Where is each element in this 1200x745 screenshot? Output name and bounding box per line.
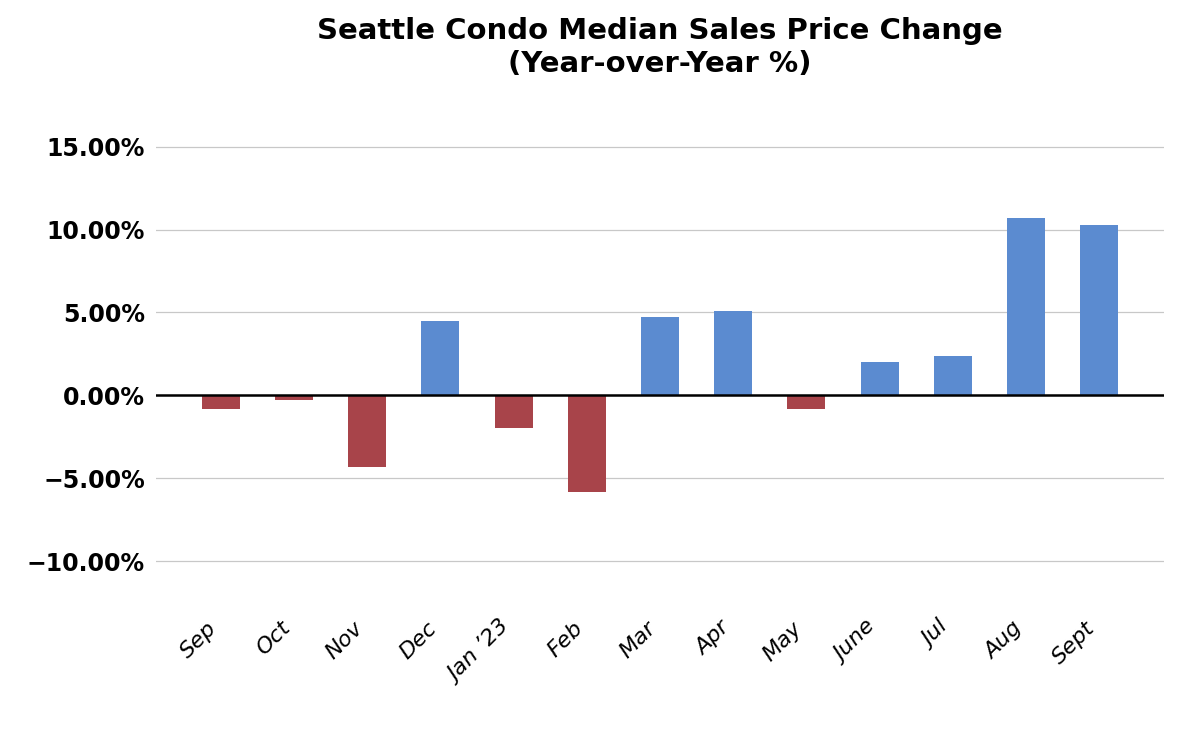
Title: Seattle Condo Median Sales Price Change
(Year-over-Year %): Seattle Condo Median Sales Price Change … [317,17,1003,77]
Bar [348,396,386,466]
Bar [641,317,679,396]
Bar [714,311,752,396]
Bar [568,396,606,492]
Bar [1080,224,1118,396]
Bar [421,320,460,396]
Bar [860,362,899,396]
Bar [787,396,826,408]
Bar [202,396,240,408]
Bar [934,355,972,396]
Bar [1007,218,1045,396]
Bar [494,396,533,428]
Bar [275,396,313,400]
